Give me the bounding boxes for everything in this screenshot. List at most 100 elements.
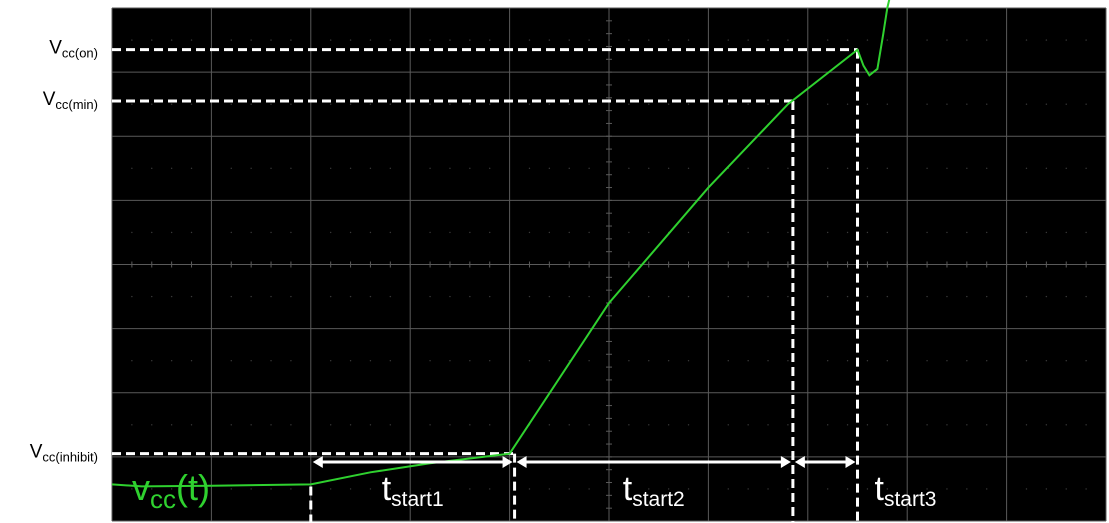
grid-dot <box>469 39 471 41</box>
grid-dot <box>489 231 491 234</box>
grid-dot <box>946 167 948 170</box>
grid-dot <box>369 39 372 41</box>
level-label-main: V <box>30 442 43 463</box>
grid-dot <box>648 295 650 298</box>
grid-dot <box>846 103 849 105</box>
grid-dot <box>667 39 670 41</box>
grid-dot <box>1085 103 1087 105</box>
grid-dot <box>329 488 332 490</box>
grid-dot <box>588 167 590 170</box>
grid-dot <box>1045 424 1048 426</box>
grid-dot <box>787 39 789 41</box>
grid-dot <box>648 359 650 362</box>
grid-dot <box>1045 488 1048 490</box>
grid-dot <box>588 103 590 105</box>
grid-dot <box>469 231 471 234</box>
grid-dot <box>190 488 193 490</box>
grid-dot <box>369 488 372 490</box>
grid-dot <box>926 231 928 234</box>
grid-dot <box>548 488 551 490</box>
grid-dot <box>270 359 272 362</box>
grid-dot <box>230 424 232 426</box>
interval-label-main: t <box>382 470 392 508</box>
grid-dot <box>1025 295 1028 298</box>
grid-dot <box>329 231 332 234</box>
grid-dot <box>826 359 829 362</box>
grid-dot <box>846 295 849 298</box>
grid-dot <box>349 359 352 362</box>
grid-dot <box>568 295 570 298</box>
grid-dot <box>846 231 849 234</box>
vcc-trace <box>111 0 891 488</box>
grid-dot <box>886 359 889 362</box>
grid-dot <box>170 103 173 105</box>
grid-dot <box>1065 488 1067 490</box>
grid-dot <box>449 295 451 298</box>
grid-dot <box>966 167 968 170</box>
grid-dot <box>986 39 988 41</box>
grid-dot <box>429 231 431 234</box>
grid-dot <box>290 488 292 490</box>
grid-dot <box>429 295 431 298</box>
grid-dot <box>727 424 729 426</box>
grid-dot <box>767 488 769 490</box>
grid-dot <box>588 359 590 362</box>
grid-dot <box>687 424 690 426</box>
grid-dot <box>1065 231 1067 234</box>
grid-dot <box>151 295 153 298</box>
grid-dot <box>1065 295 1067 298</box>
grid-dot <box>250 295 252 298</box>
grid-dot <box>886 231 889 234</box>
grid-dot <box>727 103 729 105</box>
grid-dot <box>230 359 232 362</box>
grid-dot <box>886 424 889 426</box>
grid-dot <box>131 295 133 298</box>
grid-dot <box>1025 167 1028 170</box>
grid-dot <box>329 424 332 426</box>
grid-dot <box>886 488 889 490</box>
grid-dot <box>787 359 789 362</box>
grid-dot <box>687 39 690 41</box>
grid-dot <box>449 39 451 41</box>
grid-dot <box>1045 167 1048 170</box>
grid-dot <box>846 39 849 41</box>
grid-dot <box>787 167 789 170</box>
grid-dot <box>687 167 690 170</box>
grid-dot <box>429 39 431 41</box>
grid-dot <box>290 39 292 41</box>
grid-dot <box>946 231 948 234</box>
grid-dot <box>1085 424 1087 426</box>
grid-dot <box>250 488 252 490</box>
grid-dot <box>369 359 372 362</box>
grid-dot <box>946 424 948 426</box>
grid-dot <box>1025 39 1028 41</box>
grid-dot <box>826 231 829 234</box>
grid-dot <box>747 167 749 170</box>
grid-dot <box>131 359 133 362</box>
grid-dot <box>1085 488 1087 490</box>
grid-dot <box>270 231 272 234</box>
grid-dot <box>369 167 372 170</box>
grid-dot <box>270 167 272 170</box>
grid-dot <box>866 39 869 41</box>
grid-dot <box>170 424 173 426</box>
grid-dot <box>548 39 551 41</box>
grid-dot <box>250 231 252 234</box>
grid-dot <box>986 167 988 170</box>
grid-dot <box>1025 231 1028 234</box>
grid-dot <box>648 103 650 105</box>
grid-dot <box>588 295 590 298</box>
grid-dot <box>170 167 173 170</box>
grid-dot <box>369 424 372 426</box>
grid-dot <box>886 295 889 298</box>
grid-dot <box>727 231 729 234</box>
interval-label-main: t <box>875 470 885 508</box>
grid-dot <box>687 488 690 490</box>
grid-dot <box>886 39 889 41</box>
grid-dot <box>469 488 471 490</box>
grid-dot <box>846 167 849 170</box>
grid-dot <box>230 103 232 105</box>
grid-dot <box>1085 295 1087 298</box>
grid-dot <box>469 295 471 298</box>
